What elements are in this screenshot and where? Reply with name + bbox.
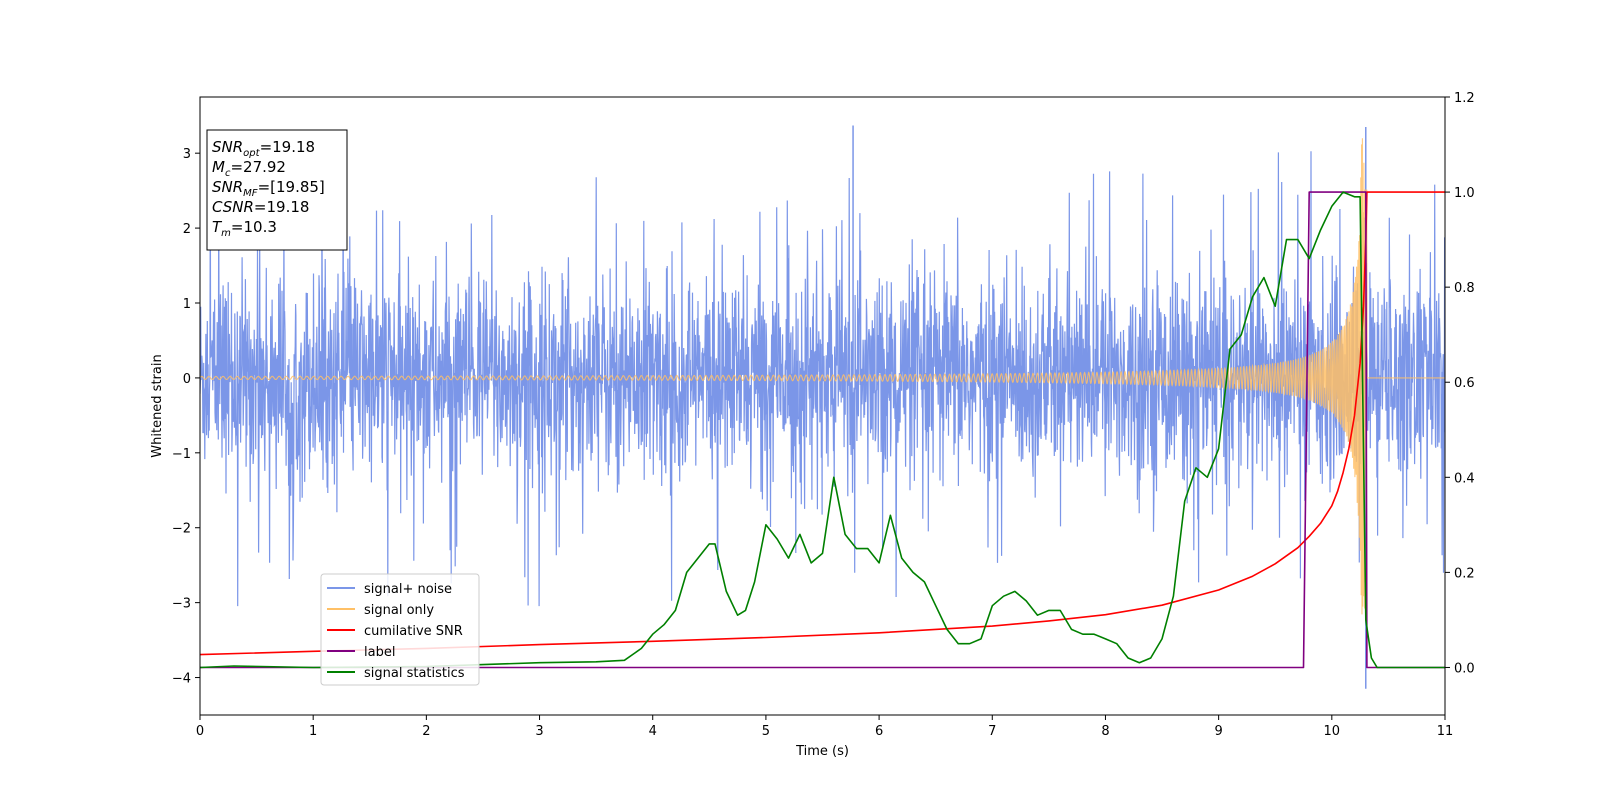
series-line-cumilative-snr: [200, 191, 1445, 656]
annotation-line: SNRopt=19.18: [212, 138, 315, 159]
annotation-line: Tm=10.3: [212, 218, 277, 239]
annotation-var: CSNR: [212, 198, 254, 216]
annotation-line: Mc=27.92: [212, 158, 286, 179]
annotation-value: =10.3: [231, 218, 277, 236]
annotation-sub: opt: [243, 148, 260, 159]
y-right-tick-label: 0.6: [1454, 376, 1475, 391]
x-tick-label: 11: [1437, 724, 1454, 739]
y-right-tick-label: 1.0: [1454, 186, 1475, 201]
annotation-sub: MF: [243, 188, 258, 199]
plot-frame: [199, 96, 1446, 716]
y-left-tick-label: −3: [172, 597, 191, 612]
x-tick-label: 2: [422, 724, 430, 739]
annotation-value: =19.18: [260, 138, 316, 156]
series-line-signal-noise: [200, 150, 1445, 607]
annotation-value: =[19.85]: [258, 178, 325, 196]
y-left-tick-label: 2: [183, 222, 191, 237]
legend-frame: [320, 573, 480, 686]
y-right-tick-label: 0.2: [1454, 566, 1475, 581]
annotation-line: CSNR=19.18: [212, 198, 309, 216]
series-line-signal-statistics: [200, 191, 1445, 669]
annotation-var: M: [212, 158, 225, 176]
x-axis-title: Time (s): [795, 744, 849, 759]
y-left-tick-label: 3: [183, 147, 191, 162]
annotation-value: =27.92: [230, 158, 286, 176]
annotation-value: =19.18: [254, 198, 310, 216]
legend: signal+ noise signal only cumilative SNR la…: [320, 573, 480, 686]
x-tick-label: 5: [762, 724, 770, 739]
annotation-var: SNR: [212, 178, 243, 196]
annotation-sub: c: [225, 168, 231, 179]
x-tick-label: 0: [196, 724, 204, 739]
y-left-tick-label: −2: [172, 522, 191, 537]
y-right-tick-label: 0.4: [1454, 471, 1475, 486]
annotation-box: SNRopt=19.18Mc=27.92SNRMF=[19.85]CSNR=19…: [206, 129, 348, 251]
x-tick-label: 10: [1324, 724, 1341, 739]
series-group: [200, 125, 1445, 689]
y-left-tick-label: 1: [183, 297, 191, 312]
x-tick-label: 7: [988, 724, 996, 739]
annotation-frame: [206, 129, 348, 251]
annotation-var: T: [212, 218, 223, 236]
legend-label: label: [364, 645, 395, 660]
legend-label: signal only: [364, 603, 434, 618]
x-tick-label: 3: [535, 724, 543, 739]
axes-group: 0 1 2 3 4 5 6 7 8 9 10 11 −4 −3 −2 −1 0 1 2 3 0.0 0.2 0.4 0.6 0.…: [172, 91, 1475, 739]
y-axis-title: Whitened strain: [150, 354, 165, 457]
x-tick-label: 4: [649, 724, 657, 739]
series-line-signal-only: [200, 138, 1445, 615]
y-left-tick-label: 0: [183, 372, 191, 387]
y-left-tick-label: −4: [172, 672, 191, 687]
x-tick-label: 6: [875, 724, 883, 739]
x-tick-label: 8: [1101, 724, 1109, 739]
legend-label: cumilative SNR: [364, 624, 463, 639]
y-right-tick-label: 0.8: [1454, 281, 1475, 296]
legend-label: signal+ noise: [364, 582, 452, 597]
x-tick-label: 9: [1214, 724, 1222, 739]
annotation-sub: m: [221, 228, 231, 239]
y-left-tick-label: −1: [172, 447, 191, 462]
x-tick-label: 1: [309, 724, 317, 739]
legend-label: signal statistics: [364, 666, 465, 681]
y-right-tick-label: 1.2: [1454, 91, 1475, 106]
y-right-tick-label: 0.0: [1454, 661, 1475, 676]
annotation-var: SNR: [212, 138, 243, 156]
annotation-line: SNRMF=[19.85]: [212, 178, 325, 199]
